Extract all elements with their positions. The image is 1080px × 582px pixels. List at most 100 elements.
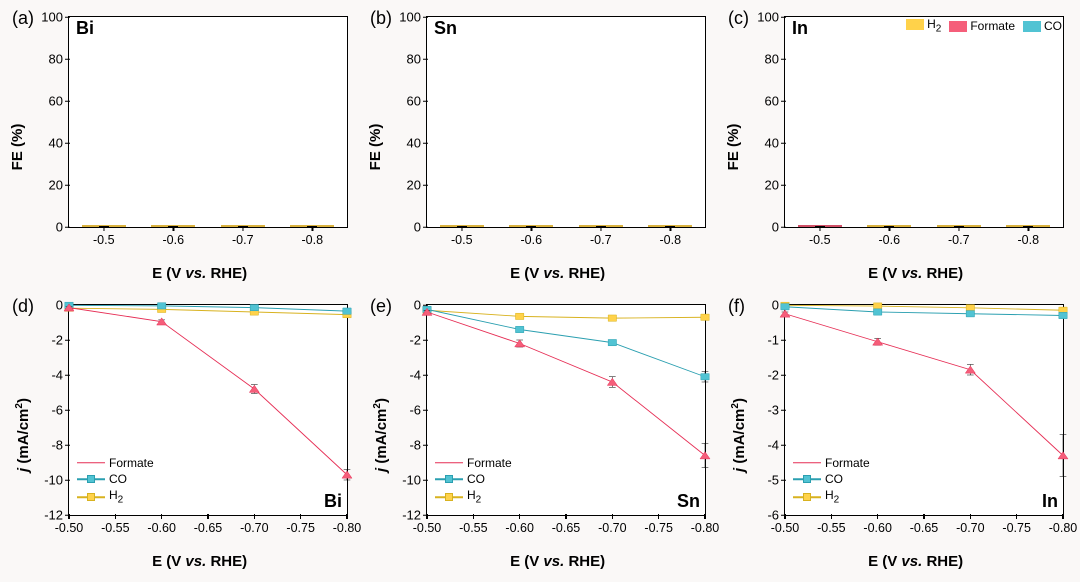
ytick: -2 [51, 333, 69, 348]
marker-h2 [515, 313, 523, 319]
xtick: -0.60 [505, 515, 534, 535]
ytick: -8 [51, 438, 69, 453]
xlabel: E (V vs. RHE) [510, 553, 605, 570]
xtick: -0.6 [162, 227, 184, 247]
legend-label: CO [825, 471, 843, 487]
ytick: -8 [409, 438, 427, 453]
ylabel: j (mA/cm2) [14, 398, 32, 472]
series-line-formate [427, 312, 705, 456]
ytick: 0 [414, 220, 427, 235]
xtick: -0.80 [333, 515, 362, 535]
legend-label: H2 [467, 487, 481, 507]
ylabel: FE (%) [9, 124, 26, 171]
material-label: Bi [324, 491, 342, 512]
marker-h2 [701, 314, 709, 320]
legend-label: H2 [825, 487, 839, 507]
bar-panel: (b)020406080100-0.5-0.6-0.7-0.8SnFE (%)E… [364, 6, 716, 288]
legend-item-h2: H2 [77, 487, 154, 507]
xtick: -0.80 [691, 515, 720, 535]
xtick: -0.80 [1049, 515, 1078, 535]
legend-label: CO [1044, 19, 1062, 33]
marker-formate [873, 338, 883, 345]
xtick: -0.75 [1002, 515, 1031, 535]
ylabel: FE (%) [725, 124, 742, 171]
error-cap [238, 226, 248, 228]
xtick: -0.5 [451, 227, 473, 247]
xtick: -0.50 [771, 515, 800, 535]
material-label: In [1042, 491, 1058, 512]
plot-area: -12-10-8-6-4-20-0.50-0.55-0.60-0.65-0.70… [426, 304, 706, 516]
xtick: -0.65 [552, 515, 581, 535]
bars-container [69, 17, 347, 227]
legend: FormateCOH2 [793, 455, 870, 507]
marker-formate [607, 378, 617, 385]
xtick: -0.60 [147, 515, 176, 535]
panel-letter: (d) [12, 296, 34, 317]
legend-label: CO [467, 471, 485, 487]
marker-h2 [608, 315, 616, 321]
legend-label: CO [109, 471, 127, 487]
ytick: 100 [41, 10, 69, 25]
panel-letter: (e) [370, 296, 392, 317]
ytick: 20 [407, 178, 427, 193]
xtick: -0.65 [194, 515, 223, 535]
legend-item-formate: Formate [793, 455, 870, 471]
plot-area: 020406080100-0.5-0.6-0.7-0.8 [426, 16, 706, 228]
legend-marker-icon [435, 458, 463, 468]
marker-co [343, 308, 351, 314]
legend-marker-icon [435, 492, 463, 502]
plot-area: 020406080100-0.5-0.6-0.7-0.8 [68, 16, 348, 228]
ytick: -3 [767, 403, 785, 418]
legend-label: Formate [467, 455, 512, 471]
xtick: -0.5 [809, 227, 831, 247]
ytick: 60 [407, 94, 427, 109]
legend-swatch [906, 19, 924, 30]
line-panel: (e) -12-10-8-6-4-20-0.50-0.55-0.60-0.65-0… [364, 294, 716, 576]
xtick: -0.6 [520, 227, 542, 247]
legend-marker-icon [77, 492, 105, 502]
ylabel: j (mA/cm2) [372, 398, 390, 472]
xtick: -0.75 [286, 515, 315, 535]
marker-co [515, 326, 523, 332]
legend-item-formate: Formate [435, 455, 512, 471]
legend-item-co: CO [435, 471, 512, 487]
material-label: Sn [677, 491, 700, 512]
legend-label: H2 [927, 17, 941, 31]
panel-letter: (a) [12, 8, 34, 29]
legend-label: Formate [109, 455, 154, 471]
marker-h2 [966, 305, 974, 311]
xtick: -0.50 [55, 515, 84, 535]
legend-marker-icon [793, 474, 821, 484]
ytick: -4 [409, 368, 427, 383]
ytick: 100 [399, 10, 427, 25]
xtick: -0.70 [956, 515, 985, 535]
error-cap [815, 226, 825, 228]
xtick: -0.55 [459, 515, 488, 535]
xtick: -0.5 [93, 227, 115, 247]
legend-item-formate: Formate [949, 19, 1015, 33]
bars-container [785, 17, 1063, 227]
ytick: 40 [407, 136, 427, 151]
series-line-co [785, 307, 1063, 316]
material-label: Sn [434, 18, 457, 39]
ytick: 20 [49, 178, 69, 193]
series-line-formate [69, 308, 347, 475]
legend-item-formate: Formate [77, 455, 154, 471]
xtick: -0.70 [598, 515, 627, 535]
series-line-h2 [427, 310, 705, 318]
legend-marker-icon [77, 458, 105, 468]
error-cap [596, 226, 606, 228]
error-cap [168, 226, 178, 228]
ytick: -10 [402, 473, 427, 488]
ytick: -4 [51, 368, 69, 383]
panel-letter: (b) [370, 8, 392, 29]
legend-item-co: CO [1023, 19, 1062, 33]
ylabel: j (mA/cm2) [730, 398, 748, 472]
material-label: In [792, 18, 808, 39]
error-cap [1023, 226, 1033, 228]
legend: H2 Formate CO [906, 17, 1062, 34]
legend-item-co: CO [793, 471, 870, 487]
marker-co [873, 309, 881, 315]
error-cap [307, 226, 317, 228]
legend-marker-icon [793, 458, 821, 468]
